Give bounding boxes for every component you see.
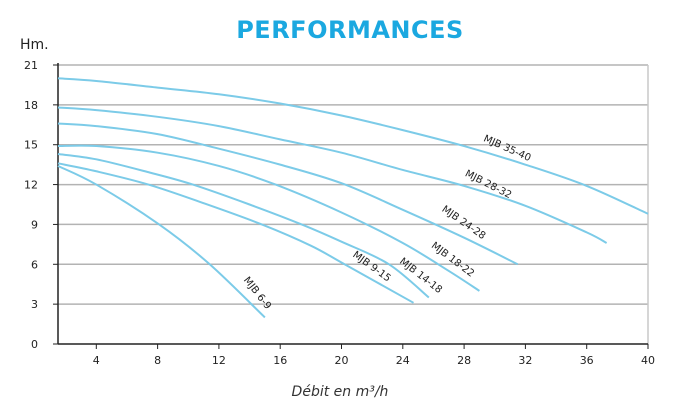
- x-tick-label: 16: [273, 354, 287, 367]
- y-axis-label: Hm.: [20, 37, 49, 53]
- x-tick-label: 32: [518, 354, 532, 367]
- x-tick-label: 36: [580, 354, 594, 367]
- series-line-mjb-24-28: [57, 122, 519, 266]
- x-tick-label: 12: [212, 354, 226, 367]
- series-line-mjb-6-9: [57, 165, 266, 319]
- y-tick-label: 9: [31, 218, 38, 231]
- series-line-mjb-28-32: [57, 106, 608, 244]
- series-label: MJB 6-9: [241, 275, 273, 312]
- y-tick-label: 21: [24, 59, 38, 72]
- chart-title: PERFORMANCES: [236, 16, 464, 44]
- y-tick-label: 0: [31, 338, 38, 351]
- y-tick-label: 18: [24, 99, 38, 112]
- x-tick-label: 40: [641, 354, 655, 367]
- y-tick-label: 3: [31, 298, 38, 311]
- x-tick-label: 24: [396, 354, 410, 367]
- series-line-mjb-18-22: [57, 144, 480, 292]
- x-tick-label: 4: [93, 354, 100, 367]
- series-line-mjb-9-15: [57, 162, 415, 304]
- series-line-mjb-14-18: [57, 153, 430, 299]
- x-tick-label: 28: [457, 354, 471, 367]
- y-tick-label: 15: [24, 139, 38, 152]
- y-tick-label: 12: [24, 179, 38, 192]
- x-tick-label: 8: [154, 354, 161, 367]
- y-tick-label: 6: [31, 258, 38, 271]
- series-line-mjb-35-40: [57, 77, 649, 215]
- x-axis-label: Débit en m³/h: [291, 384, 389, 400]
- series-label: MJB 24-28: [440, 204, 488, 242]
- x-tick-label: 20: [335, 354, 349, 367]
